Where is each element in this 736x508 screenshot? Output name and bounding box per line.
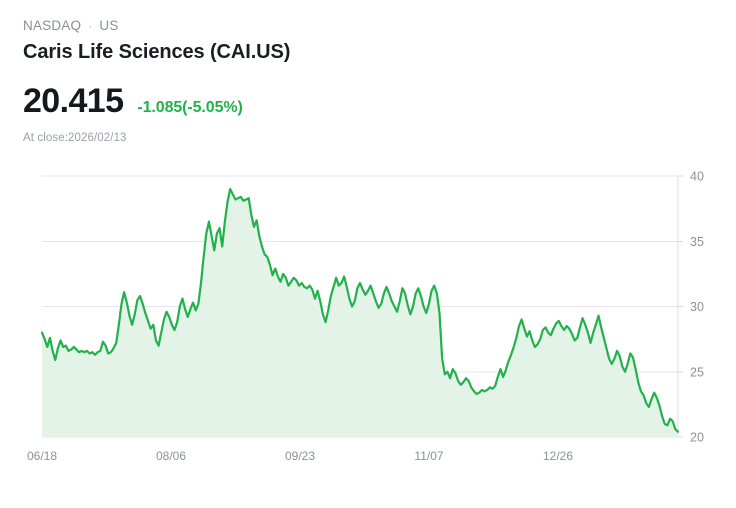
x-axis-tick-label: 12/26 bbox=[543, 449, 573, 463]
chart-axes bbox=[677, 175, 683, 438]
y-axis-labels: 40 35 30 25 20 bbox=[690, 170, 704, 445]
x-axis-tick-label: 08/06 bbox=[156, 449, 186, 463]
price-change: -1.085(-5.05%) bbox=[137, 99, 243, 116]
x-axis-labels: 06/18 08/06 09/23 11/07 12/26 bbox=[27, 449, 573, 463]
exchange-separator: · bbox=[88, 18, 93, 33]
y-axis-tick-label: 20 bbox=[690, 431, 704, 445]
exchange-row: NASDAQ · US bbox=[23, 18, 736, 34]
x-axis-tick-label: 06/18 bbox=[27, 449, 57, 463]
x-axis-tick-label: 11/07 bbox=[414, 449, 443, 463]
y-axis-tick-label: 25 bbox=[690, 365, 704, 379]
exchange-name: NASDAQ bbox=[23, 18, 82, 33]
price-chart[interactable]: 40 35 30 25 20 06/18 08/06 09/23 11/07 12/26 bbox=[0, 160, 736, 480]
last-price: 20.415 bbox=[23, 82, 124, 120]
at-close-timestamp: At close:2026/02/13 bbox=[23, 132, 127, 144]
y-axis-tick-label: 40 bbox=[690, 170, 704, 184]
chart-area-fill bbox=[42, 189, 678, 437]
price-row: 20.415 -1.085(-5.05%) bbox=[23, 81, 736, 121]
exchange-region: US bbox=[99, 18, 119, 33]
page-title: Caris Life Sciences (CAI.US) bbox=[23, 41, 291, 63]
price-chart-svg[interactable]: 40 35 30 25 20 06/18 08/06 09/23 11/07 12/26 bbox=[0, 160, 736, 480]
y-axis-tick-label: 30 bbox=[690, 300, 704, 314]
quote-header: NASDAQ · US Caris Life Sciences (CAI.US)… bbox=[0, 0, 736, 144]
x-axis-tick-label: 09/23 bbox=[285, 449, 315, 463]
y-axis-tick-label: 35 bbox=[690, 235, 704, 249]
chart-line bbox=[40, 187, 680, 433]
